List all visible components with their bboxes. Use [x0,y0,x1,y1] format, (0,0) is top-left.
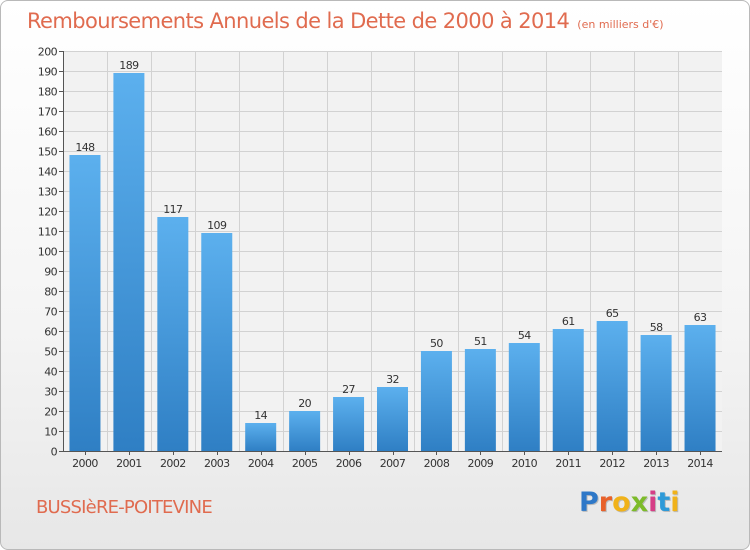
axes: 0 10 20 30 40 50 60 70 80 90 100 110 120 130 140 150 160… [38,46,722,470]
chart-title-text: Remboursements Annuels de la Dette de 20… [27,9,570,33]
x-tick-label: 2004 [248,457,274,470]
x-tick-label: 2000 [72,457,98,470]
y-tick-label: 200 [38,46,58,59]
data-label-2014: 63 [694,311,707,324]
data-label-2010: 54 [518,329,531,342]
y-tick-label: 180 [38,86,58,99]
data-label-2000: 148 [75,141,95,154]
y-tick-label: 30 [44,386,57,399]
bar-2007 [377,387,408,451]
chart-title: Remboursements Annuels de la Dette de 20… [27,9,664,33]
bar-2012 [596,321,628,451]
bar-2013 [640,335,672,451]
y-tick-label: 40 [44,366,57,379]
x-tick-label: 2001 [116,457,142,470]
y-tick-label: 140 [38,166,58,179]
bar-2005 [289,411,321,451]
chart-subtitle: (en milliers d'€) [577,18,664,31]
proxiti-logo: Proxiti [579,487,680,518]
logo-letter: t [657,487,671,518]
x-tick-label: 2007 [380,457,406,470]
data-label-2006: 27 [342,383,355,396]
y-tick-label: 0 [51,446,58,459]
logo-letter: x [630,487,649,518]
bars [69,73,716,451]
x-tick-label: 2011 [555,457,581,470]
y-tick-label: 90 [44,266,57,279]
logo-letter: r [598,487,613,518]
data-label-2004: 14 [254,409,267,422]
logo-letter: P [579,487,599,518]
x-tick-label: 2014 [687,457,713,470]
y-tick-label: 50 [44,346,57,359]
y-tick-label: 110 [38,226,58,239]
data-label-2001: 189 [119,59,139,72]
bar-2001 [113,73,145,451]
y-tick-label: 160 [38,126,58,139]
x-tick-label: 2009 [468,457,494,470]
y-tick-label: 70 [44,306,57,319]
bar-2006 [333,397,365,451]
y-tick-label: 170 [38,106,58,119]
bar-2002 [157,217,189,451]
x-tick-label: 2008 [424,457,450,470]
data-label-2013: 58 [650,321,663,334]
bar-2004 [245,423,277,451]
logo-letter: o [612,487,631,518]
x-tick-label: 2002 [160,457,186,470]
y-tick-label: 100 [38,246,58,259]
bar-2003 [201,233,233,451]
x-tick-label: 2005 [292,457,318,470]
data-label-2012: 65 [606,307,619,320]
y-tick-label: 60 [44,326,57,339]
data-label-2005: 20 [298,397,311,410]
y-tick-label: 190 [38,66,58,79]
bar-2014 [684,325,716,451]
data-label-2008: 50 [430,337,443,350]
data-labels: 148 189 117 109 14 20 27 32 50 51 54 61 65 58 63 [75,59,707,422]
x-tick-label: 2012 [599,457,625,470]
data-label-2003: 109 [207,219,227,232]
y-tick-label: 150 [38,146,58,159]
bar-2011 [552,329,584,451]
bar-2008 [420,351,452,451]
x-tick-label: 2003 [204,457,230,470]
data-label-2007: 32 [386,373,399,386]
logo-letter: i [648,487,658,518]
bar-2000 [69,155,101,451]
y-tick-label: 10 [44,426,57,439]
y-tick-label: 80 [44,286,57,299]
logo-letter: i [670,487,680,518]
y-tick-label: 20 [44,406,57,419]
bar-2010 [508,343,540,451]
data-label-2011: 61 [562,315,575,328]
bar-2009 [464,349,496,451]
data-label-2009: 51 [474,335,487,348]
x-tick-label: 2010 [511,457,537,470]
data-label-2002: 117 [163,203,183,216]
x-tick-label: 2006 [336,457,362,470]
x-tick-label: 2013 [643,457,669,470]
municipality-name: BUSSIèRE-POITEVINE [36,497,213,518]
y-tick-label: 120 [38,206,58,219]
y-tick-label: 130 [38,186,58,199]
